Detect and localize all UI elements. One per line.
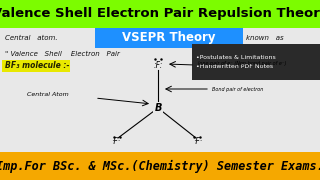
Text: VSEPR Theory: VSEPR Theory [122,31,216,44]
Text: :F:: :F: [153,62,163,71]
Text: known   as: known as [246,35,284,41]
Text: Central   atom.: Central atom. [5,35,58,41]
Bar [95,28,243,48]
Text: Central Atom: Central Atom [27,91,69,96]
Bar [2,60,70,72]
Text: Valence Shell Electron Pair Repulsion Theory: Valence Shell Electron Pair Repulsion Th… [0,8,320,21]
Bar [0,152,320,180]
Text: lone pair of e⁻ (Non-bond pair of e⁻): lone pair of e⁻ (Non-bond pair of e⁻) [198,60,286,66]
Text: ·F·: ·F· [193,138,203,147]
Bar [192,44,320,80]
Text: ·F·: ·F· [111,138,121,147]
Text: BF₃ molecule :-: BF₃ molecule :- [5,62,69,71]
Text: " Valence   Shell    Electron   Pair: " Valence Shell Electron Pair [5,51,120,57]
Bar [0,28,320,152]
Text: Bond pair of electron: Bond pair of electron [212,87,263,91]
Text: Imp.For BSc. & MSc.(Chemistry) Semester Exams.: Imp.For BSc. & MSc.(Chemistry) Semester … [0,159,320,173]
Bar [0,0,320,28]
Text: B: B [154,103,162,113]
Text: •Postulates & Limitations
•Handwritten PDF Notes: •Postulates & Limitations •Handwritten P… [196,55,276,69]
